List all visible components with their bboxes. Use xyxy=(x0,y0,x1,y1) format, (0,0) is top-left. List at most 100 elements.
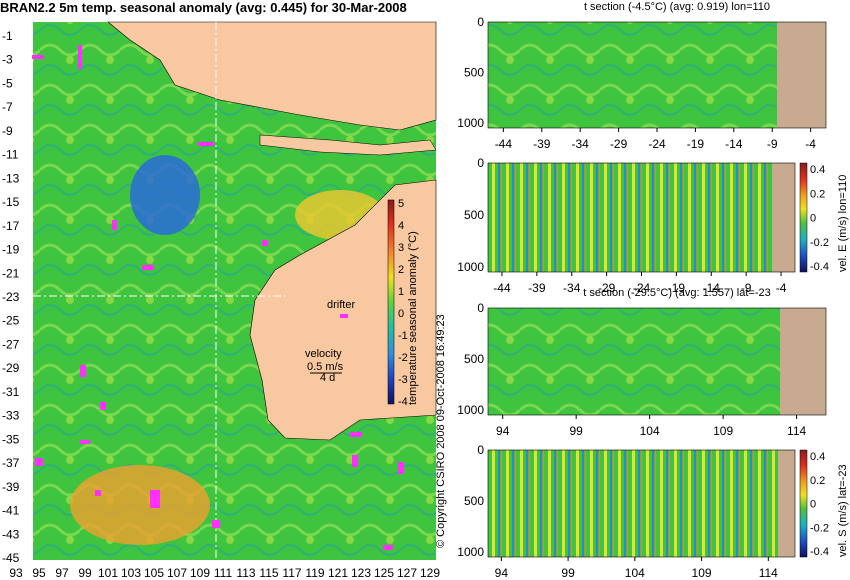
map-colorbar-label: temperature seasonal anomaly (°C) xyxy=(407,231,419,405)
section-colorbar-tick: 0 xyxy=(810,213,816,225)
section-land xyxy=(772,163,795,272)
map-lon-tick: 99 xyxy=(78,566,92,580)
map-lat-tick: -23 xyxy=(2,290,20,304)
section-panel-2: -44 -39 -34 -29 -24 -19 -14 -9 -4 0 500 1000 0.4 0.2 0… xyxy=(457,156,849,295)
map-lon-tick: 125 xyxy=(374,566,394,580)
section-y-tick: 0 xyxy=(477,301,484,315)
section-x-tick: 114 xyxy=(787,424,806,438)
section-colorbar-tick: 0 xyxy=(810,499,816,511)
section-panels: t section (-4.5°C) (avg: 0.919) lon=110 -… xyxy=(457,1,849,580)
section-x-tick: -39 xyxy=(528,281,546,295)
section-x-tick: -29 xyxy=(610,137,628,151)
map-lon-tick: 103 xyxy=(121,566,141,580)
section-x-tick: -24 xyxy=(633,281,651,295)
map-lat-tick: -19 xyxy=(2,243,20,257)
section-land xyxy=(778,450,795,557)
section-colorbar xyxy=(799,449,808,558)
section-y-tick: 0 xyxy=(477,156,484,170)
map-cold-anomaly xyxy=(130,155,200,235)
map-lon-tick: 119 xyxy=(305,566,324,580)
map-lat-tick: -3 xyxy=(2,53,13,67)
map-lat-tick: -33 xyxy=(2,409,20,423)
map-colorbar-ticks: 5 4 3 2 1 0 -1 -2 -3 -4 xyxy=(398,198,408,408)
section-y-tick: 500 xyxy=(464,65,484,79)
map-colorbar-tick: -4 xyxy=(398,396,408,408)
map-lat-tick: -25 xyxy=(2,314,20,328)
section-y-tick: 0 xyxy=(477,15,484,29)
section-colorbar-tick: -0.2 xyxy=(810,237,829,249)
section-x-tick: 109 xyxy=(692,566,712,580)
section-x-tick: -29 xyxy=(598,281,616,295)
map-colorbar-tick: 1 xyxy=(398,286,404,298)
section-x-tick: 94 xyxy=(496,424,510,438)
map-lon-tick: 127 xyxy=(397,566,417,580)
section-colorbar-tick: -0.4 xyxy=(810,261,829,273)
map-lon-tick: 93 xyxy=(9,566,23,580)
map-lon-tick: 121 xyxy=(328,566,348,580)
section-y-tick: 1000 xyxy=(457,260,484,274)
map-lon-tick: 115 xyxy=(259,566,278,580)
map-lat-tick: -1 xyxy=(2,29,13,43)
map-land-indonesia xyxy=(107,21,437,131)
section-x-tick: -39 xyxy=(533,137,551,151)
section-x-tick: 104 xyxy=(625,566,645,580)
section-y-tick: 1000 xyxy=(457,116,484,130)
map-lat-tick: -39 xyxy=(2,480,20,494)
section-colorbar-tick: -0.2 xyxy=(810,522,829,534)
map-colorbar-tick: -3 xyxy=(398,374,408,386)
section-colorbar-tick: -0.4 xyxy=(810,546,829,558)
drifter-legend-label: drifter xyxy=(327,299,355,311)
section-x-tick: -44 xyxy=(495,137,513,151)
map-colorbar-tick: 3 xyxy=(398,242,404,254)
map-lat-tick: -7 xyxy=(2,100,13,114)
section-frame xyxy=(487,307,827,416)
section-x-tick: 114 xyxy=(759,566,778,580)
section-field xyxy=(488,163,795,272)
section-ylabel: vel. E (m/s) lon=110 xyxy=(837,175,849,272)
map-lon-tick: 129 xyxy=(420,566,440,580)
section-colorbar-tick: 0.2 xyxy=(810,475,825,487)
map-lon-tick: 105 xyxy=(144,566,164,580)
map-lon-tick: 97 xyxy=(55,566,69,580)
section-colorbar-tick: 0.2 xyxy=(810,188,825,200)
map-lon-tick: 113 xyxy=(236,566,255,580)
section-x-tick: -9 xyxy=(767,137,778,151)
section-x-tick: 104 xyxy=(640,424,660,438)
section-y-tick: 500 xyxy=(464,494,484,508)
section-field xyxy=(488,308,826,415)
drifter-tracks xyxy=(32,45,404,550)
map-lat-tick: -41 xyxy=(2,504,20,518)
map-lat-tick: -35 xyxy=(2,432,20,446)
map-lat-tick: -21 xyxy=(2,266,20,280)
section-colorbar-tick: 0.4 xyxy=(810,164,825,176)
section-colorbar xyxy=(799,162,808,273)
section-title: t section (-4.5°C) (avg: 0.919) lon=110 xyxy=(584,1,770,13)
section-x-tick: -19 xyxy=(687,137,705,151)
map-lat-tick: -45 xyxy=(2,551,20,565)
map-lat-tick: -27 xyxy=(2,337,20,351)
map-panel: drifter velocity 0.5 m/s 4 d -1-3-5-7-9-… xyxy=(2,21,440,580)
section-panel-4: 94 99 104 109 114 0 500 1000 0.4 0.2 0 -0.2 -0.4 vel.… xyxy=(457,443,849,580)
map-colorbar-tick: 2 xyxy=(398,264,404,276)
map-land-islands xyxy=(259,134,437,156)
map-lat-tick: -11 xyxy=(2,148,19,162)
map-colorbar-tick: 4 xyxy=(398,220,404,232)
section-x-tick: -14 xyxy=(725,137,743,151)
section-x-tick: -24 xyxy=(648,137,666,151)
map-lat-ticks: -1 -3 -5 -7 -9 -11 -13 -15 -17 -19 -21 -23 -25 -27 -29… xyxy=(2,29,20,565)
section-x-tick: -4 xyxy=(776,281,787,295)
map-lon-tick: 107 xyxy=(167,566,187,580)
section-y-tick: 1000 xyxy=(457,545,484,559)
map-lat-tick: -13 xyxy=(2,171,20,185)
section-ylabel: vel. S (m/s) lat=-23 xyxy=(837,464,849,557)
section-land xyxy=(777,22,826,128)
section-x-tick: -14 xyxy=(703,281,721,295)
map-lat-tick: -31 xyxy=(2,385,20,399)
map-colorbar-tick: 5 xyxy=(398,198,404,210)
map-lat-tick: -9 xyxy=(2,124,13,138)
section-panel-1: t section (-4.5°C) (avg: 0.919) lon=110 -… xyxy=(457,1,827,151)
section-colorbar-tick: 0.4 xyxy=(810,451,825,463)
map-lat-tick: -29 xyxy=(2,361,20,375)
map-lon-ticks: 93 95 97 99 101 103 105 107 109 111 113 115 117 119 12… xyxy=(9,566,440,580)
